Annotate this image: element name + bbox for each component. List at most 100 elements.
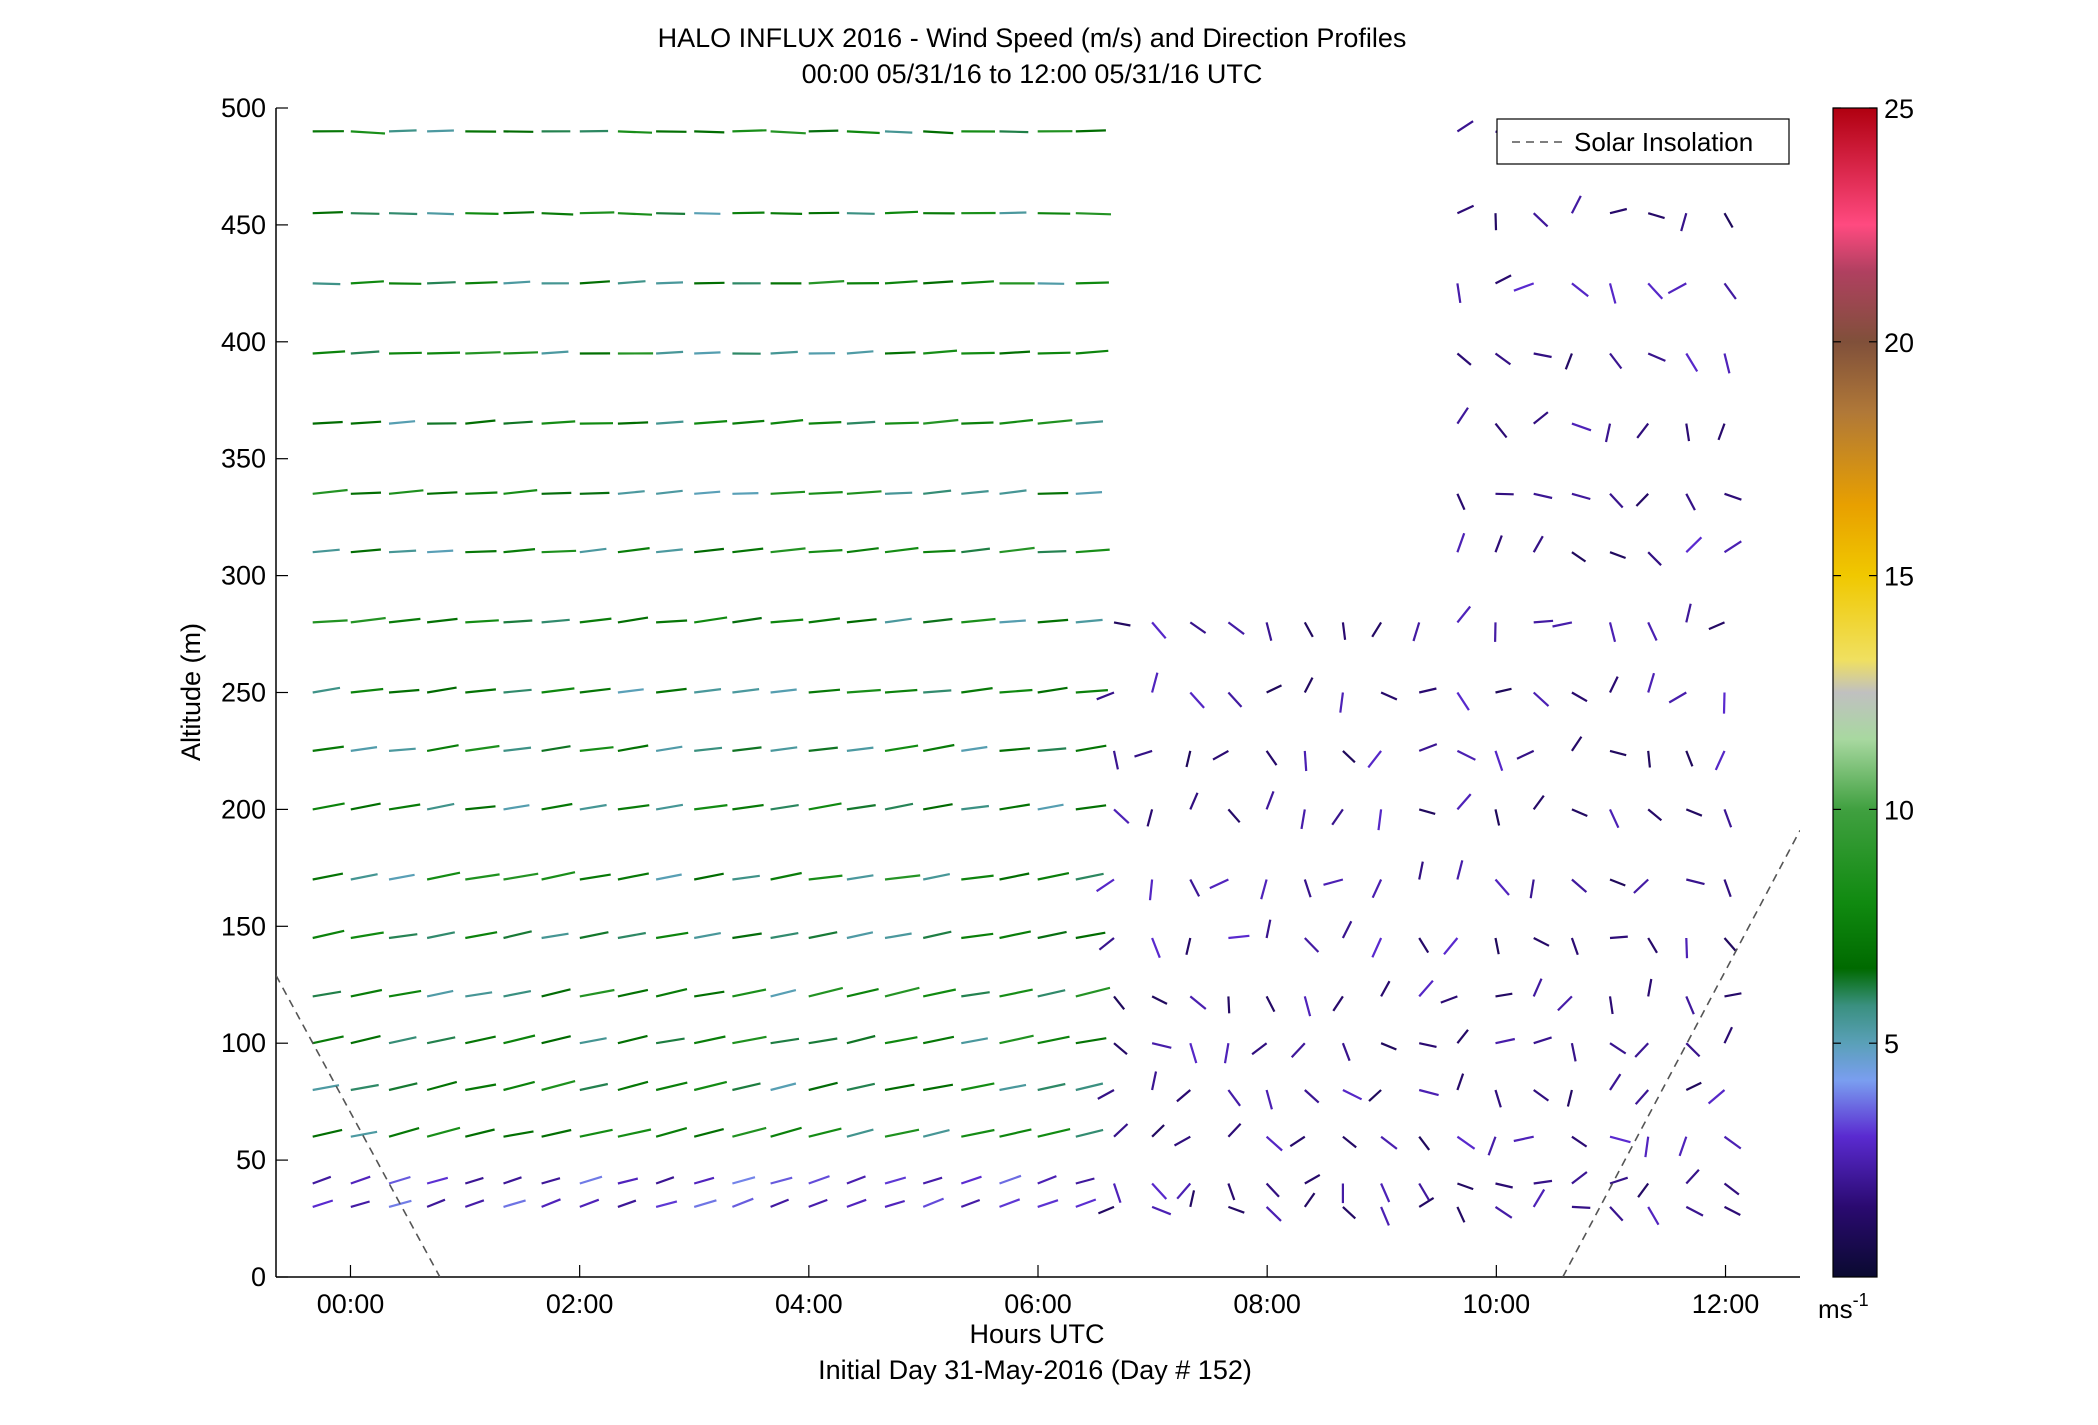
wind-barb [1342, 750, 1356, 764]
wind-barb [656, 619, 688, 624]
wind-barb [923, 549, 956, 554]
wind-barb [1037, 550, 1067, 554]
wind-barb [503, 990, 532, 998]
wind-barb [884, 1083, 915, 1092]
wind-barb [350, 746, 378, 752]
wind-barb [1494, 878, 1510, 896]
wind-barb [617, 872, 650, 881]
wind-barb [426, 1036, 456, 1045]
wind-barb [1148, 879, 1154, 901]
wind-barb [1571, 1171, 1588, 1185]
wind-barb [655, 687, 687, 694]
wind-barb [1647, 937, 1658, 954]
wind-barb [999, 1174, 1022, 1185]
wind-barb [503, 211, 535, 215]
wind-barb [350, 1175, 371, 1185]
wind-barb [1185, 937, 1192, 955]
wind-barb [770, 130, 806, 135]
wind-barb [846, 804, 876, 811]
wind-barb [884, 1176, 907, 1185]
wind-barb [579, 547, 607, 554]
wind-barb [655, 1081, 688, 1092]
wind-barb [1037, 872, 1070, 881]
wind-barb [1342, 1206, 1357, 1220]
wind-barb [388, 420, 416, 425]
wind-barb [388, 1199, 412, 1208]
wind-barb [617, 547, 650, 554]
wind-barb [694, 351, 721, 355]
wind-barb [1457, 1182, 1474, 1191]
wind-barb [846, 547, 879, 554]
wind-barb [808, 421, 842, 425]
wind-barb [808, 986, 844, 998]
wind-barb [1723, 1182, 1740, 1196]
wind-barb [1636, 422, 1650, 439]
wind-barb [1227, 996, 1231, 1014]
wind-barb [1412, 622, 1421, 642]
wind-barb [426, 871, 461, 881]
wind-barb [1303, 879, 1312, 898]
y-tick-label: 500 [221, 93, 266, 123]
wind-barb [656, 281, 684, 285]
wind-barb [884, 802, 914, 811]
wind-barb [1303, 996, 1312, 1017]
wind-barb [1724, 992, 1742, 998]
wind-barb [655, 1127, 688, 1138]
wind-barb [999, 988, 1033, 998]
wind-barb [694, 688, 722, 694]
wind-barb [1456, 1206, 1466, 1223]
wind-barb [1189, 621, 1207, 634]
wind-barb [1571, 1135, 1588, 1148]
wind-barb [1723, 1135, 1742, 1150]
wind-barb [922, 743, 955, 752]
wind-barb [1456, 532, 1466, 553]
wind-barb [846, 1175, 866, 1185]
y-tick-label: 350 [221, 444, 266, 474]
wind-barb [350, 873, 378, 881]
wind-barb [1609, 1176, 1629, 1185]
wind-barb [1533, 619, 1554, 624]
wind-barb [350, 491, 382, 495]
colorbar-tick-label: 15 [1884, 562, 1914, 592]
wind-barb [655, 1037, 685, 1045]
wind-barb [312, 686, 341, 694]
wind-barb [312, 872, 344, 881]
wind-barb [884, 1036, 918, 1045]
wind-barb [1633, 878, 1649, 894]
wind-barb [1251, 1042, 1268, 1056]
wind-barb [1647, 1206, 1660, 1226]
wind-barb [1075, 618, 1103, 624]
wind-barb [426, 931, 456, 940]
wind-barb [579, 1198, 600, 1208]
wind-barb [846, 746, 874, 752]
wind-barb [961, 1037, 988, 1045]
wind-barb [579, 873, 611, 881]
wind-barb [846, 688, 881, 694]
wind-barb [770, 419, 804, 425]
wind-barb [427, 212, 454, 216]
wind-barb [1552, 621, 1573, 628]
wind-barb [693, 1035, 726, 1045]
wind-barb [732, 419, 765, 425]
wind-barb [1418, 1182, 1430, 1201]
wind-barb [1112, 750, 1119, 770]
wind-barb [922, 988, 957, 998]
wind-barb [923, 1083, 954, 1092]
colorbar-tick-label: 25 [1884, 94, 1914, 124]
wind-barb [617, 688, 644, 694]
wind-barb [1571, 492, 1591, 501]
wind-barb [1456, 407, 1469, 425]
wind-barb [1037, 1035, 1070, 1045]
wind-barb [312, 1084, 340, 1092]
y-tick-label: 100 [221, 1028, 266, 1058]
wind-barb [1266, 684, 1282, 694]
wind-barb [1289, 1135, 1306, 1148]
wind-barb [388, 129, 417, 133]
wind-barb [503, 280, 531, 285]
wind-barb [808, 1198, 828, 1208]
wind-barb [694, 547, 725, 554]
wind-barb [541, 350, 569, 355]
wind-barb [770, 688, 797, 694]
wind-barb [1634, 1089, 1650, 1105]
wind-barb [732, 1126, 767, 1138]
